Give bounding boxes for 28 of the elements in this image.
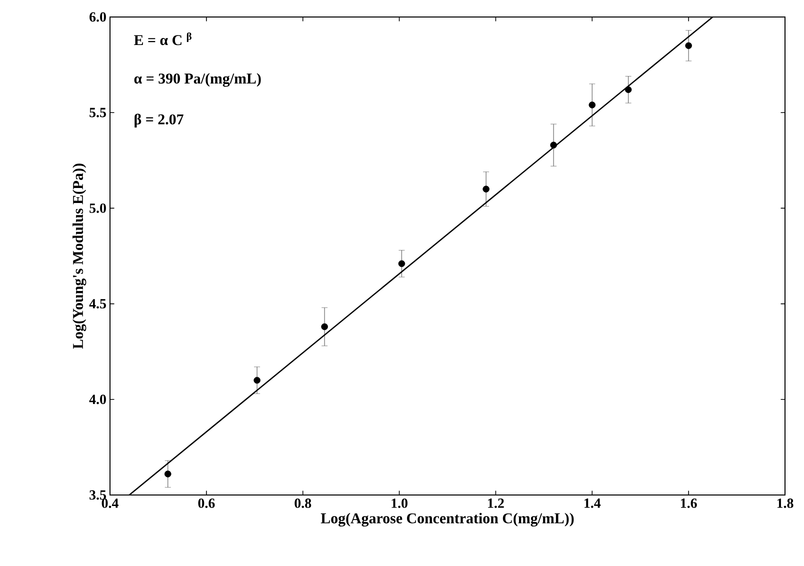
point [254,376,260,384]
annotation: β = 2.07 [134,114,184,128]
x-tick-label: 1.6 [680,498,697,508]
point [321,323,328,330]
y-tick-label: 6.0 [90,12,106,22]
point [164,470,172,478]
x-axis-title: Log(Agarose Concentration C(mg/mL)) [320,512,574,527]
x-tick-label: 0.8 [294,498,312,508]
y-tick-label: 3.5 [90,490,106,500]
y-tick-label: 4.5 [89,299,106,308]
annotation: α = 390 Pa/(mg/mL) [134,73,261,87]
y-tick-label: 5.0 [90,203,106,213]
point [550,142,557,148]
y-tick-label: 4.0 [89,394,106,404]
y-tick-label: 5.5 [90,108,106,118]
point [624,86,632,94]
x-tick-label: 1.4 [584,498,601,508]
point [588,102,596,108]
y-axis-title: Log(Young's Modulus E(Pa)) [72,164,86,349]
point [685,42,692,50]
x-tick-label: 1.0 [392,498,408,508]
annotation: E = α C $^{β}$ [134,32,192,46]
x-tick-label: 1.8 [777,498,794,508]
point [482,186,490,192]
x-tick-label: 0.6 [198,498,215,508]
x-tick-label: 1.2 [488,498,504,508]
x-tick-label: 0.4 [102,498,118,508]
point [398,260,406,268]
